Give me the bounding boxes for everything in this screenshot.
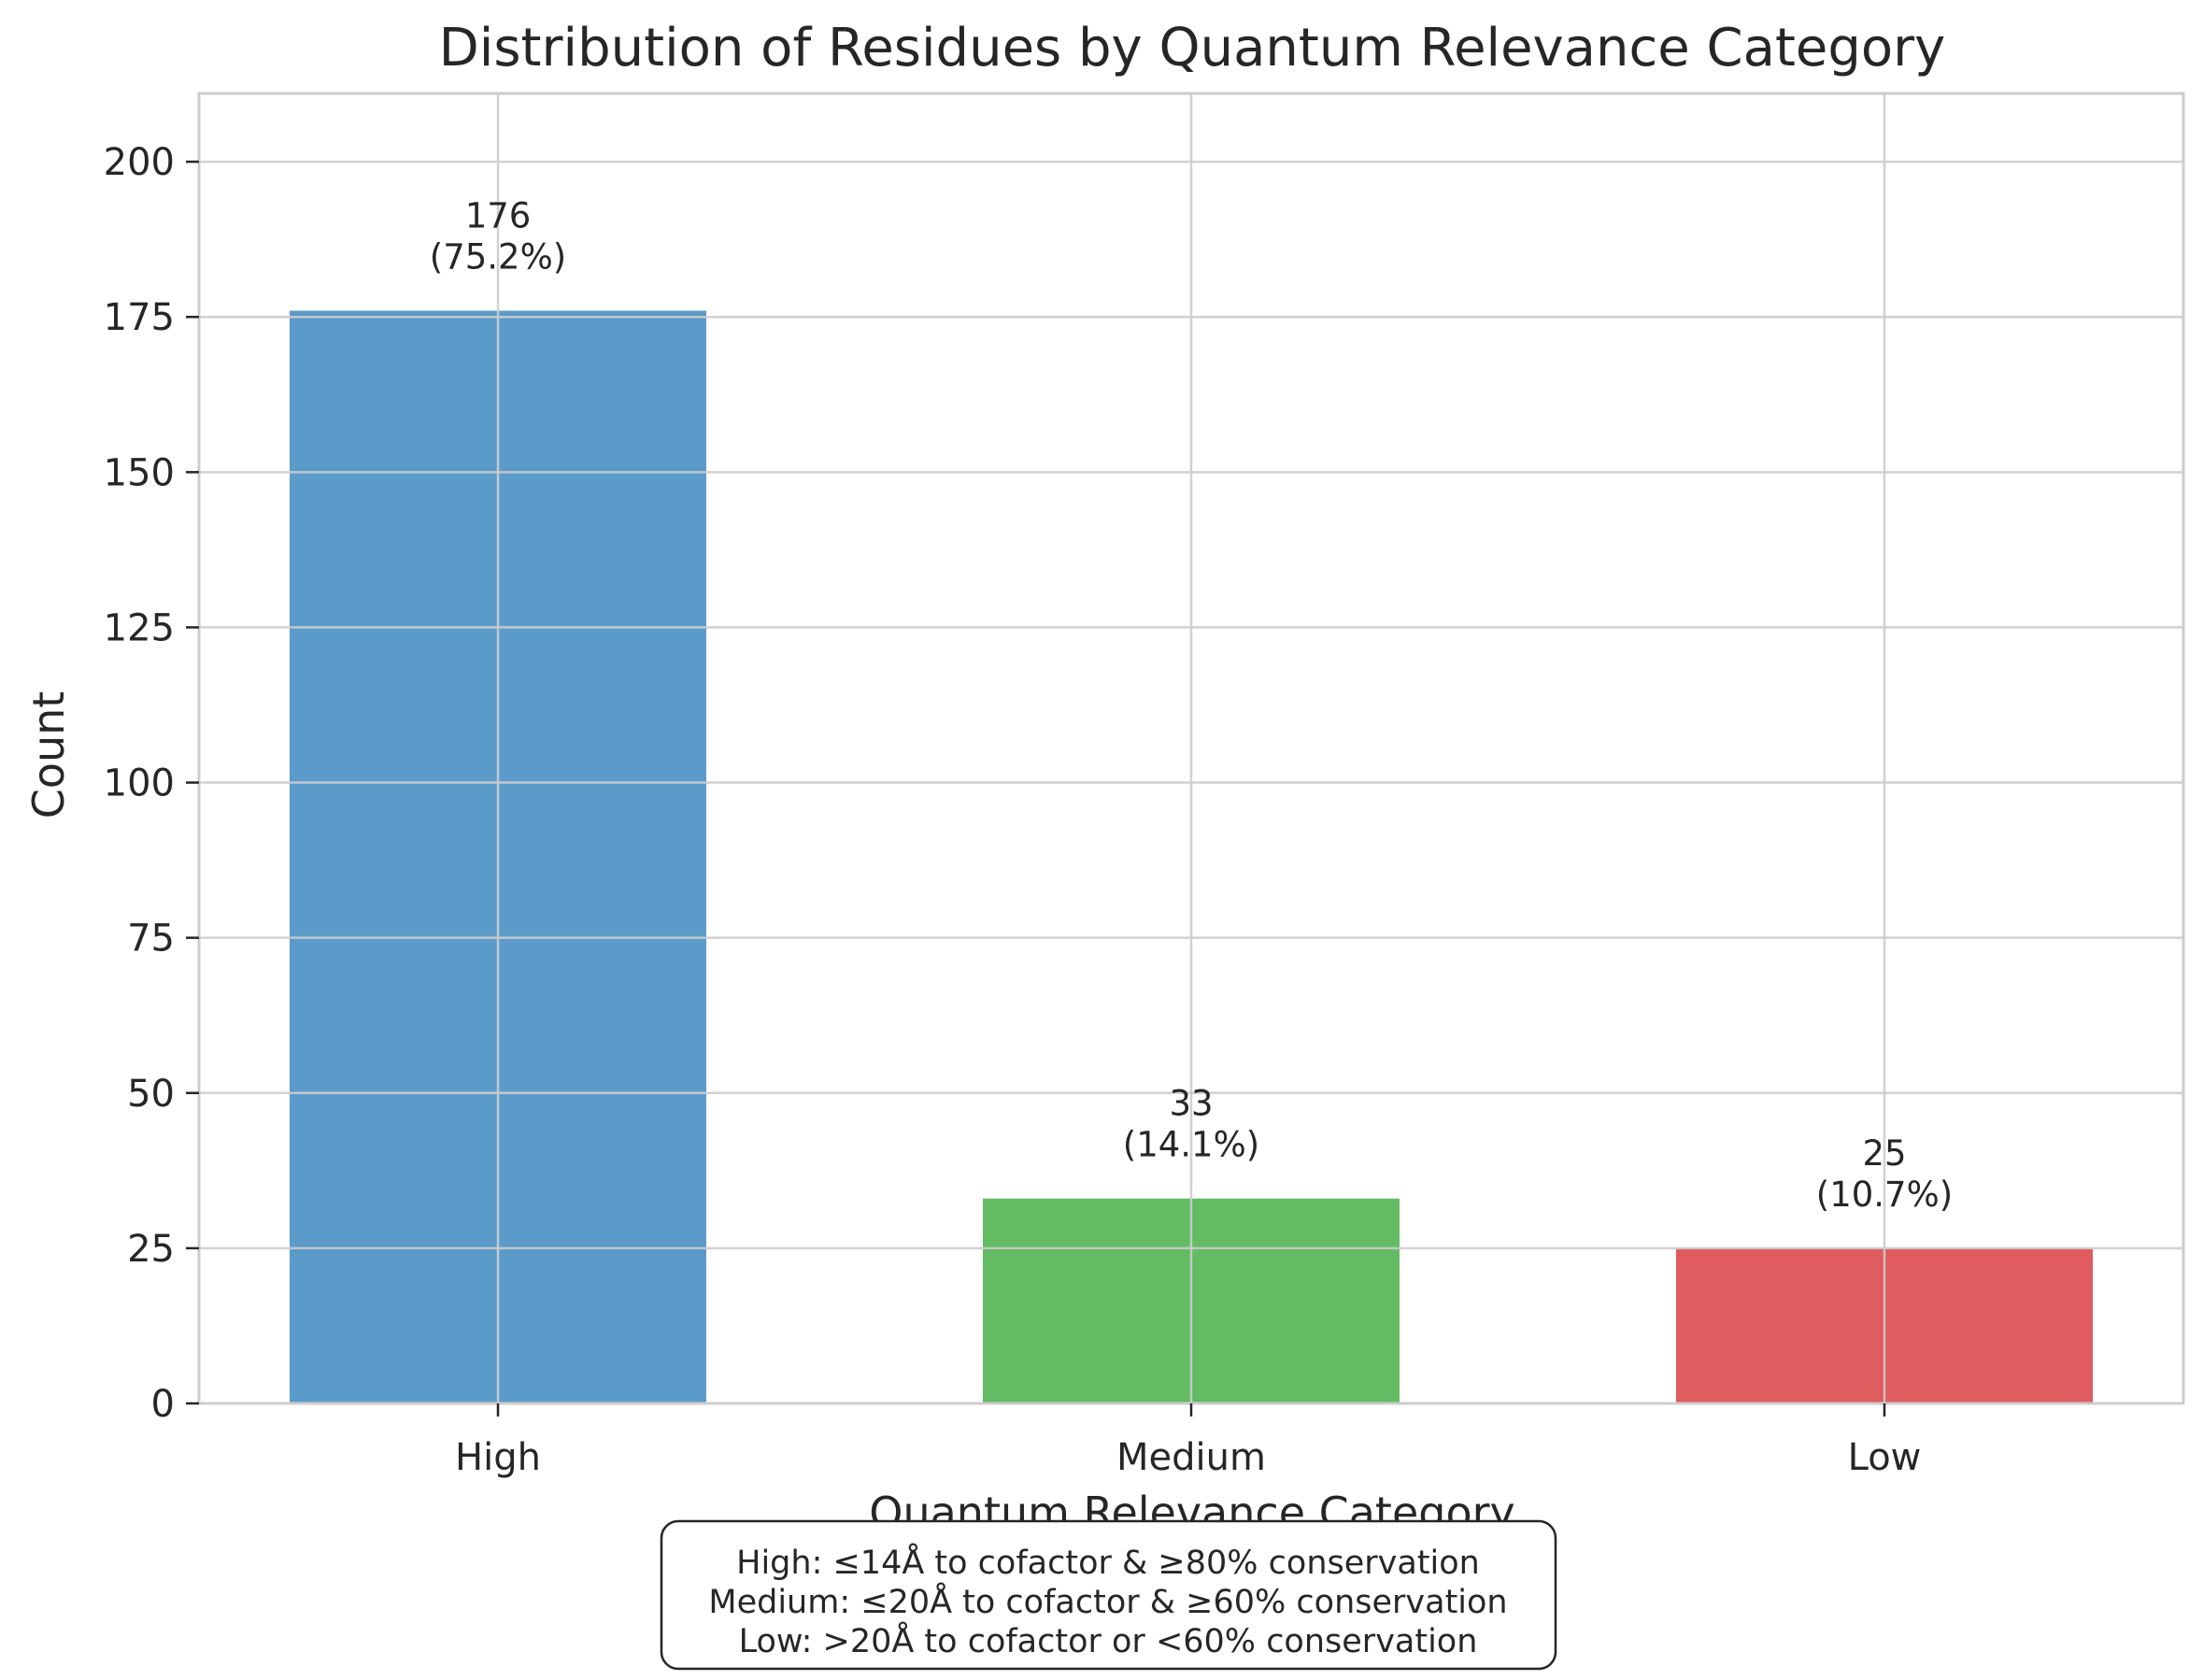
data-label-count: 176 — [465, 196, 532, 236]
y-tick-label: 0 — [151, 1383, 175, 1426]
y-tick-label: 25 — [127, 1228, 175, 1271]
x-tick-label: Low — [1848, 1436, 1922, 1479]
plot-area: 0 25 50 75 100 125 150 175 200 High Medium Low 176(7… — [104, 92, 2185, 1479]
y-tick-label: 200 — [104, 141, 175, 184]
x-tick-label: Medium — [1116, 1436, 1266, 1479]
x-tick-label: High — [455, 1436, 541, 1479]
y-tick-label: 150 — [104, 451, 175, 494]
y-axis-label: Count — [23, 691, 74, 819]
data-label-percent: (10.7%) — [1816, 1175, 1953, 1215]
data-label-count: 33 — [1169, 1084, 1213, 1124]
y-tick-label: 175 — [104, 296, 175, 339]
definitions-note: High: ≤14Å to cofactor & ≥80% conservati… — [660, 1519, 1557, 1671]
y-tick-label: 100 — [104, 762, 175, 805]
data-label-percent: (14.1%) — [1123, 1125, 1259, 1165]
chart-title: Distribution of Residues by Quantum Rele… — [439, 18, 1946, 78]
note-line-medium: Medium: ≤20Å to cofactor & ≥60% conserva… — [708, 1581, 1507, 1621]
y-tick-label: 125 — [104, 606, 175, 649]
note-line-low: Low: >20Å to cofactor or <60% conservati… — [739, 1620, 1478, 1660]
y-tick-label: 75 — [127, 918, 175, 961]
data-label-percent: (75.2%) — [430, 237, 566, 278]
note-box — [660, 1519, 1557, 1671]
note-line-high: High: ≤14Å to cofactor & ≥80% conservati… — [736, 1542, 1480, 1582]
y-tick-label: 50 — [127, 1073, 175, 1116]
data-label-count: 25 — [1862, 1133, 1906, 1174]
